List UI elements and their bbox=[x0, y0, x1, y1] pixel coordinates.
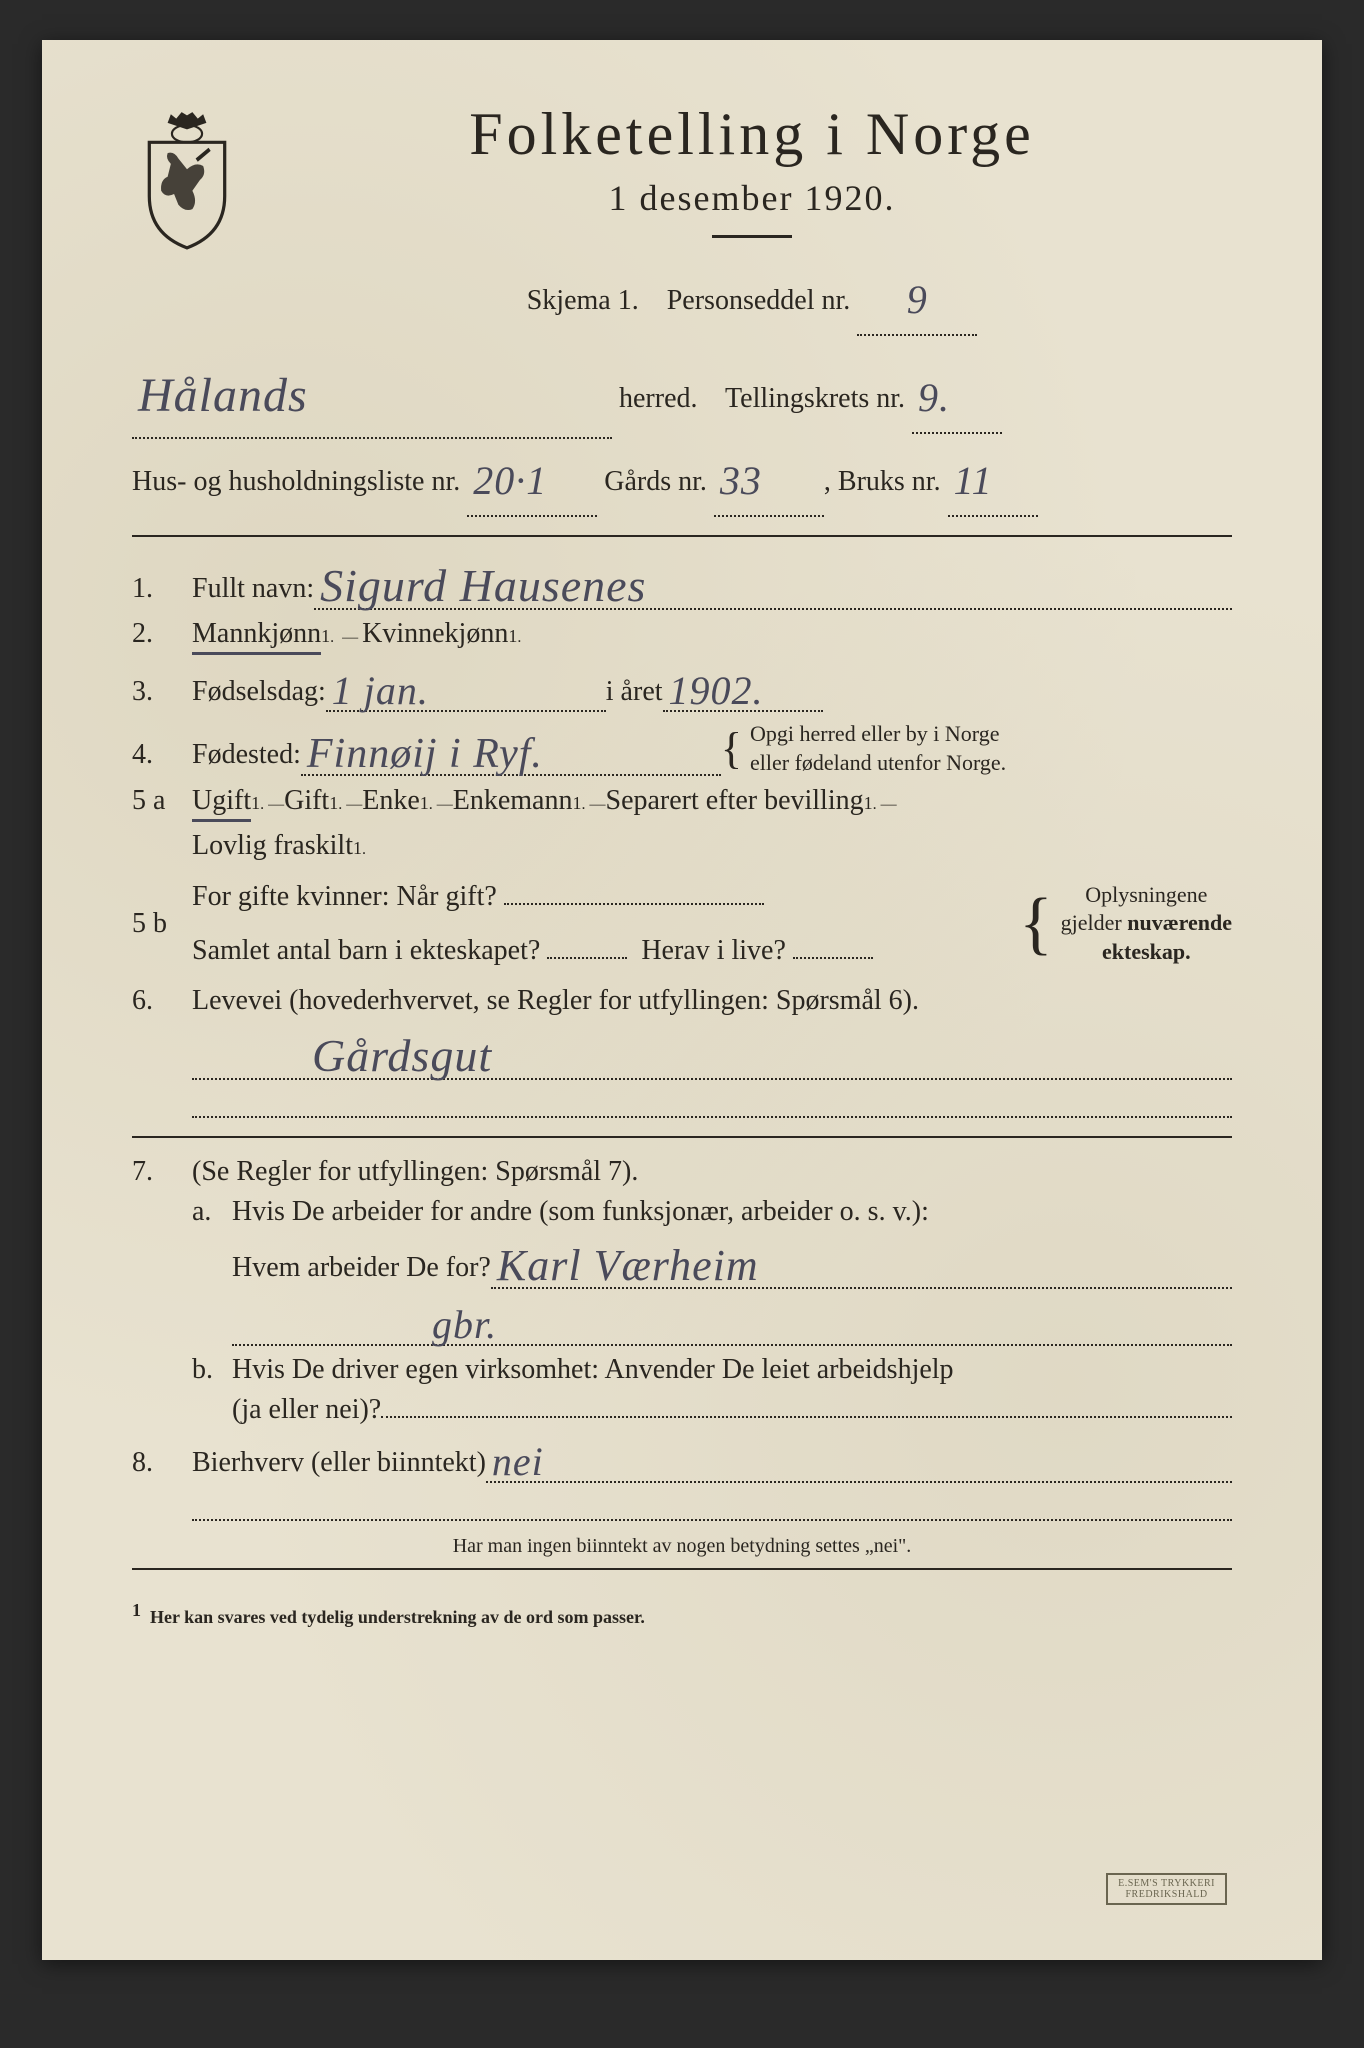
title-divider bbox=[712, 235, 792, 238]
herred-line: Hålands herred. Tellingskrets nr. 9. bbox=[132, 346, 1232, 439]
q5a-enke: Enke bbox=[362, 785, 420, 817]
q4-note-a: Opgi herred eller by i Norge bbox=[750, 721, 999, 746]
gards-label: Gårds nr. bbox=[604, 466, 707, 497]
q2-num: 2. bbox=[132, 618, 192, 650]
q4-label: Fødested: bbox=[192, 739, 301, 771]
q8-blank bbox=[132, 1491, 1232, 1521]
schema-line: Skjema 1. Personseddel nr. 9 bbox=[272, 258, 1232, 336]
q6-num: 6. bbox=[132, 985, 192, 1017]
hus-line: Hus- og husholdningsliste nr. 20·1 Gårds… bbox=[132, 439, 1232, 517]
q1-value: Sigurd Hausenes bbox=[314, 560, 652, 611]
q4-num: 4. bbox=[132, 739, 192, 771]
q7b-row2: (ja eller nei)? bbox=[132, 1394, 1232, 1426]
husliste-label: Hus- og husholdningsliste nr. bbox=[132, 466, 460, 497]
header: Folketelling i Norge 1 desember 1920. Sk… bbox=[132, 100, 1232, 336]
personseddel-nr: 9 bbox=[901, 277, 934, 322]
q3-day: 1 jan. bbox=[326, 668, 435, 713]
q5a-ugift: Ugift bbox=[192, 785, 251, 822]
q2-row: 2. Mannkjønn1. — Kvinnekjønn1. bbox=[132, 618, 1232, 655]
q8-value: nei bbox=[486, 1439, 550, 1484]
q7a-letter: a. bbox=[192, 1196, 232, 1228]
q4-note: { Opgi herred eller by i Norge eller fød… bbox=[721, 720, 1006, 777]
bruks-label: Bruks nr. bbox=[838, 466, 941, 497]
q5b-num: 5 b bbox=[132, 908, 192, 940]
q7a-row3: gbr. bbox=[132, 1297, 1232, 1346]
q1-row: 1. Fullt navn: Sigurd Hausenes bbox=[132, 555, 1232, 610]
coat-of-arms-icon bbox=[132, 110, 242, 250]
main-title: Folketelling i Norge bbox=[272, 100, 1232, 169]
q6-blank bbox=[132, 1088, 1232, 1118]
q7a-value2: gbr. bbox=[232, 1302, 503, 1347]
q1-num: 1. bbox=[132, 573, 192, 605]
q7a-a: Hvis De arbeider for andre (som funksjon… bbox=[232, 1196, 929, 1228]
q4-value: Finnøij i Ryf. bbox=[301, 731, 549, 777]
q5b-note-b: gjelder nuværende bbox=[1061, 910, 1232, 935]
gards-nr: 33 bbox=[714, 458, 768, 503]
q7-row: 7. (Se Regler for utfyllingen: Spørsmål … bbox=[132, 1156, 1232, 1188]
subtitle: 1 desember 1920. bbox=[272, 177, 1232, 219]
q4-row: 4. Fødested: Finnøij i Ryf. { Opgi herre… bbox=[132, 720, 1232, 777]
q5b-row: 5 b For gifte kvinner: Når gift? Samlet … bbox=[132, 870, 1232, 976]
footnote: 1 Her kan svares ved tydelig understrekn… bbox=[132, 1600, 1232, 1628]
q7a-b: Hvem arbeider De for? bbox=[232, 1252, 491, 1284]
q8-num: 8. bbox=[132, 1447, 192, 1479]
q1-label: Fullt navn: bbox=[192, 573, 314, 605]
q3-num: 3. bbox=[132, 676, 192, 708]
q3-year-label: i året bbox=[606, 676, 663, 708]
bottom-note: Har man ingen biinntekt av nogen betydni… bbox=[132, 1535, 1232, 1558]
divider-2 bbox=[132, 1136, 1232, 1138]
q8-row: 8. Bierhverv (eller biinntekt) nei bbox=[132, 1434, 1232, 1483]
herred-label: herred. bbox=[619, 383, 698, 414]
q7a-row2: Hvem arbeider De for? Karl Værheim bbox=[132, 1236, 1232, 1289]
q6-value: Gårdsgut bbox=[192, 1030, 498, 1081]
tellingskrets-label: Tellingskrets nr. bbox=[725, 383, 905, 414]
schema-label: Skjema 1. bbox=[527, 285, 639, 316]
husliste-nr: 20·1 bbox=[467, 458, 553, 503]
stamp-b: FREDRIKSHALD bbox=[1126, 1889, 1208, 1900]
q5a-num: 5 a bbox=[132, 785, 192, 817]
q5a-row2: Lovlig fraskilt1. bbox=[132, 830, 1232, 862]
q7b-b: (ja eller nei)? bbox=[232, 1394, 381, 1426]
q7a-value: Karl Værheim bbox=[491, 1241, 765, 1290]
q5b-a: For gifte kvinner: Når gift? bbox=[192, 881, 497, 912]
q5b-note-c: ekteskap. bbox=[1102, 939, 1191, 964]
q4-note-b: eller fødeland utenfor Norge. bbox=[750, 750, 1006, 775]
q8-label: Bierhverv (eller biinntekt) bbox=[192, 1447, 486, 1479]
q7a-row1: a. Hvis De arbeider for andre (som funks… bbox=[132, 1196, 1232, 1228]
q7b-row1: b. Hvis De driver egen virksomhet: Anven… bbox=[132, 1354, 1232, 1386]
census-form-page: Folketelling i Norge 1 desember 1920. Sk… bbox=[42, 40, 1322, 1960]
q3-label: Fødselsdag: bbox=[192, 676, 326, 708]
stamp-a: E.SEM'S TRYKKERI bbox=[1118, 1878, 1215, 1889]
herred-value: Hålands bbox=[132, 369, 314, 422]
tellingskrets-nr: 9. bbox=[912, 375, 956, 420]
q6-value-row: Gårdsgut bbox=[132, 1025, 1232, 1080]
q5a-gift: Gift bbox=[284, 785, 329, 817]
q2-kvinne: Kvinnekjønn bbox=[362, 618, 508, 650]
q6-row: 6. Levevei (hovederhvervet, se Regler fo… bbox=[132, 985, 1232, 1017]
printer-stamp: E.SEM'S TRYKKERI FREDRIKSHALD bbox=[1106, 1873, 1227, 1905]
q5a-enkemann: Enkemann bbox=[453, 785, 573, 817]
q5b-b: Samlet antal barn i ekteskapet? bbox=[192, 935, 540, 966]
q6-label: Levevei (hovederhvervet, se Regler for u… bbox=[192, 985, 919, 1017]
q7-num: 7. bbox=[132, 1156, 192, 1188]
divider-1 bbox=[132, 535, 1232, 537]
q3-year: 1902. bbox=[663, 668, 770, 713]
q5b-note-a: Oplysningene bbox=[1085, 882, 1207, 907]
personseddel-label: Personseddel nr. bbox=[667, 285, 851, 316]
footnote-text: Her kan svares ved tydelig understreknin… bbox=[150, 1607, 645, 1627]
title-block: Folketelling i Norge 1 desember 1920. Sk… bbox=[272, 100, 1232, 336]
q3-row: 3. Fødselsdag: 1 jan. i året 1902. bbox=[132, 663, 1232, 712]
q7-label: (Se Regler for utfyllingen: Spørsmål 7). bbox=[192, 1156, 638, 1188]
footnote-num: 1 bbox=[132, 1600, 141, 1620]
bruks-nr: 11 bbox=[948, 458, 999, 503]
q5b-note: { Oplysningene gjelder nuværende ekteska… bbox=[1019, 881, 1232, 967]
q7b-letter: b. bbox=[192, 1354, 232, 1386]
q5a-fraskilt: Lovlig fraskilt bbox=[192, 830, 353, 862]
q5a-separert: Separert efter bevilling bbox=[606, 785, 864, 817]
q5a-row: 5 a Ugift1. — Gift1. — Enke1. — Enkemann… bbox=[132, 785, 1232, 822]
q5b-c: Herav i live? bbox=[641, 935, 786, 966]
divider-3 bbox=[132, 1568, 1232, 1570]
q7b-a: Hvis De driver egen virksomhet: Anvender… bbox=[232, 1354, 954, 1386]
q2-mann: Mannkjønn bbox=[192, 618, 321, 655]
